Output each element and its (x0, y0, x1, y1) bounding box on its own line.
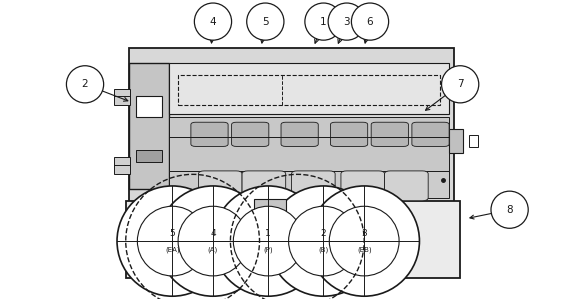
Bar (114, 158, 131, 174)
Text: 3: 3 (361, 229, 367, 238)
Ellipse shape (305, 3, 342, 40)
FancyBboxPatch shape (331, 122, 368, 146)
Ellipse shape (328, 3, 366, 40)
Text: 1: 1 (265, 229, 271, 238)
Ellipse shape (329, 206, 399, 276)
Ellipse shape (268, 186, 379, 296)
Bar (254, 199, 286, 211)
Bar (136, 150, 162, 162)
Ellipse shape (117, 186, 227, 296)
Bar (114, 89, 131, 105)
FancyBboxPatch shape (281, 122, 318, 146)
FancyBboxPatch shape (412, 122, 449, 146)
Bar (469, 135, 477, 147)
Ellipse shape (352, 3, 389, 40)
Ellipse shape (213, 186, 324, 296)
Ellipse shape (158, 186, 268, 296)
Text: (EA): (EA) (165, 247, 180, 253)
Ellipse shape (289, 206, 359, 276)
Bar (178, 75, 440, 105)
FancyBboxPatch shape (198, 171, 242, 201)
Text: 4: 4 (210, 229, 216, 238)
Bar (170, 171, 448, 198)
FancyBboxPatch shape (371, 122, 409, 146)
Bar (448, 129, 463, 153)
Bar (126, 201, 460, 278)
Ellipse shape (233, 206, 303, 276)
Text: 5: 5 (262, 16, 269, 27)
Text: (B): (B) (318, 247, 329, 253)
FancyBboxPatch shape (191, 122, 228, 146)
Text: 7: 7 (457, 79, 463, 89)
Bar (170, 63, 448, 114)
FancyBboxPatch shape (385, 171, 428, 201)
Ellipse shape (138, 206, 207, 276)
Text: 2: 2 (82, 79, 89, 89)
Ellipse shape (309, 186, 419, 296)
Ellipse shape (247, 3, 284, 40)
Text: 3: 3 (343, 16, 350, 27)
Text: 8: 8 (506, 205, 513, 215)
FancyBboxPatch shape (341, 171, 385, 201)
FancyBboxPatch shape (231, 122, 269, 146)
Text: 6: 6 (367, 16, 373, 27)
Text: 2: 2 (321, 229, 326, 238)
Ellipse shape (178, 206, 248, 276)
Text: (A): (A) (208, 247, 218, 253)
Ellipse shape (441, 66, 479, 103)
Text: (P): (P) (264, 247, 273, 253)
Ellipse shape (491, 191, 528, 228)
Bar (129, 49, 454, 204)
FancyBboxPatch shape (242, 171, 286, 201)
Bar (170, 117, 448, 174)
Text: 1: 1 (320, 16, 327, 27)
Ellipse shape (66, 66, 104, 103)
Bar (136, 96, 162, 117)
Text: (EB): (EB) (357, 247, 371, 253)
FancyBboxPatch shape (292, 171, 335, 201)
Text: 4: 4 (210, 16, 216, 27)
Ellipse shape (194, 3, 231, 40)
Text: 5: 5 (170, 229, 175, 238)
Bar (129, 63, 170, 189)
